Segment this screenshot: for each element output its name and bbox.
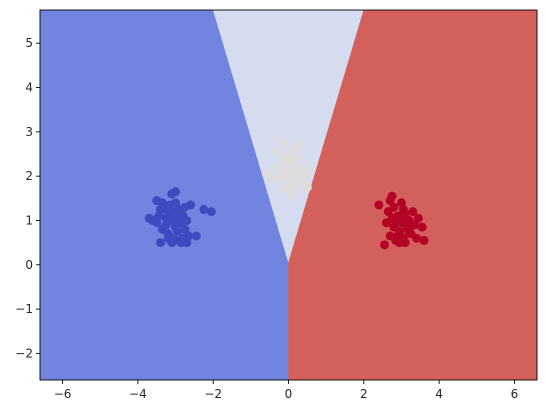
scatter-points [144,138,429,250]
scatter-point [182,215,192,225]
scatter-point [419,235,429,245]
scatter-point [410,220,420,230]
scatter-point [400,238,410,248]
y-tick-label: 1 [25,213,33,227]
x-tick-label: −6 [54,387,72,401]
scatter-point [174,218,184,228]
y-tick-label: 0 [25,258,33,272]
x-tick-label: 6 [511,387,519,401]
scatter-point [287,189,297,199]
scatter-point [270,171,280,181]
scatter-point [155,238,165,248]
scatter-point [300,171,310,181]
y-tick-label: −2 [15,346,33,360]
scatter-point [280,156,290,166]
scatter-point [304,162,314,172]
scatter-point [293,153,303,163]
scatter-point [278,138,288,148]
decision-regions [40,10,537,380]
y-axis: −2 −1 0 1 2 3 4 5 [15,36,40,360]
scatter-point [380,240,390,250]
y-tick-label: −1 [15,302,33,316]
y-tick-label: 4 [25,81,33,95]
x-tick-label: 4 [435,387,443,401]
scatter-point [404,227,414,237]
scatter-point [398,204,408,214]
scatter-point [191,231,201,241]
scatter-point [280,184,290,194]
series-0 [144,187,216,248]
scatter-point [172,227,182,237]
scatter-point [171,198,181,208]
scatter-point [171,187,181,197]
scatter-point [391,218,401,228]
scatter-point [285,165,295,175]
scatter-point [186,200,196,210]
scatter-point [171,235,181,245]
x-tick-label: −4 [129,387,147,401]
scatter-point [178,233,188,243]
scatter-point [161,213,171,223]
scatter-point [157,198,167,208]
series-2 [374,191,429,250]
scatter-point [295,140,305,150]
y-tick-label: 5 [25,36,33,50]
scatter-point [408,207,418,217]
x-tick-label: −2 [204,387,222,401]
scatter-point [297,165,307,175]
scatter-point [417,222,427,232]
x-axis: −6 −4 −2 0 2 4 6 [54,380,518,401]
scatter-point [144,213,154,223]
scatter-point [274,162,284,172]
scatter-point [206,207,216,217]
scatter-point [199,204,209,214]
scatter-point [272,147,282,157]
y-tick-label: 2 [25,169,33,183]
x-tick-label: 2 [360,387,368,401]
x-tick-label: 0 [285,387,293,401]
scatter-point [180,224,190,234]
scatter-point [413,213,423,223]
scatter-point [374,200,384,210]
scatter-point [163,233,173,243]
y-tick-label: 3 [25,125,33,139]
scatter-point [302,182,312,192]
scatter-point [393,231,403,241]
scatter-point [389,202,399,212]
scatter-point [412,233,422,243]
series-1 [263,138,314,199]
class-2-region [288,10,537,380]
scatter-point [385,196,395,206]
